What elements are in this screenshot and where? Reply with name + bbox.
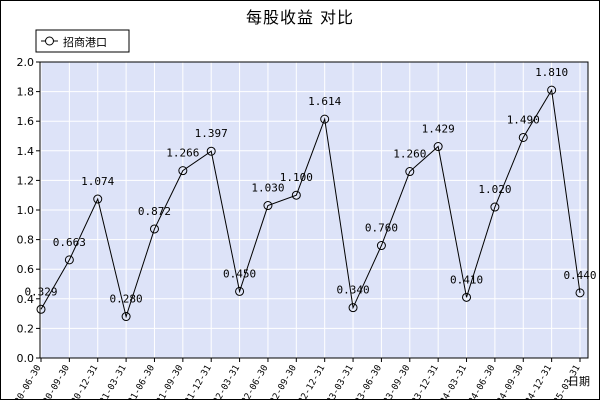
y-tick-label: 1.2 <box>17 174 35 187</box>
y-tick-label: 1.4 <box>17 145 35 158</box>
data-label: 1.490 <box>507 113 540 126</box>
data-label: 1.020 <box>478 183 511 196</box>
data-point <box>178 166 188 176</box>
data-label: 0.329 <box>24 285 57 298</box>
x-axis-label: 日期 <box>568 375 590 388</box>
data-label: 0.440 <box>563 269 596 282</box>
data-label: 1.429 <box>422 123 455 136</box>
data-label: 1.810 <box>535 66 568 79</box>
y-tick-label: 1.8 <box>17 86 35 99</box>
data-label: 0.340 <box>336 284 369 297</box>
data-label: 1.614 <box>308 95 341 108</box>
data-point <box>121 312 131 322</box>
data-point <box>320 114 330 124</box>
data-point <box>235 286 245 296</box>
x-tick-label: 2020-06-30 <box>8 364 44 400</box>
data-point <box>263 201 273 211</box>
data-point <box>206 146 216 156</box>
legend-marker <box>45 36 54 46</box>
chart-title: 每股收益 对比 <box>245 8 355 27</box>
legend-box <box>35 29 130 53</box>
data-label: 0.760 <box>365 222 398 235</box>
data-point <box>547 85 557 95</box>
data-point <box>518 132 528 142</box>
data-point <box>376 241 386 251</box>
data-label: 0.872 <box>138 205 171 218</box>
data-label: 1.260 <box>393 148 426 161</box>
data-label: 0.410 <box>450 273 483 286</box>
data-label: 1.266 <box>166 147 199 160</box>
data-label: 1.074 <box>81 175 114 188</box>
data-label: 1.100 <box>280 171 313 184</box>
data-label: 0.280 <box>110 293 143 306</box>
data-point <box>36 304 46 314</box>
data-point <box>433 142 443 152</box>
y-tick-label: 0.8 <box>17 234 35 247</box>
y-tick-label: 1.0 <box>17 204 35 217</box>
data-point <box>462 292 472 302</box>
data-point <box>348 303 358 313</box>
y-tick-label: 0.0 <box>17 352 35 365</box>
series-line <box>40 88 581 319</box>
data-point <box>405 167 415 177</box>
data-point <box>490 202 500 212</box>
y-tick-label: 2.0 <box>17 56 35 69</box>
data-point <box>291 190 301 200</box>
y-tick-label: 0.2 <box>17 322 35 335</box>
data-point <box>149 224 159 234</box>
data-label: 0.450 <box>223 267 256 280</box>
data-label: 1.397 <box>195 127 228 140</box>
data-point <box>64 255 74 265</box>
y-tick-label: 0.4 <box>17 293 35 306</box>
legend-label: 招商港口 <box>63 35 107 49</box>
data-point <box>575 288 585 298</box>
data-label: 1.030 <box>251 182 284 195</box>
data-point <box>93 194 103 204</box>
y-tick-label: 0.6 <box>17 263 35 276</box>
y-tick-label: 1.6 <box>17 115 35 128</box>
data-label: 0.663 <box>53 236 86 249</box>
